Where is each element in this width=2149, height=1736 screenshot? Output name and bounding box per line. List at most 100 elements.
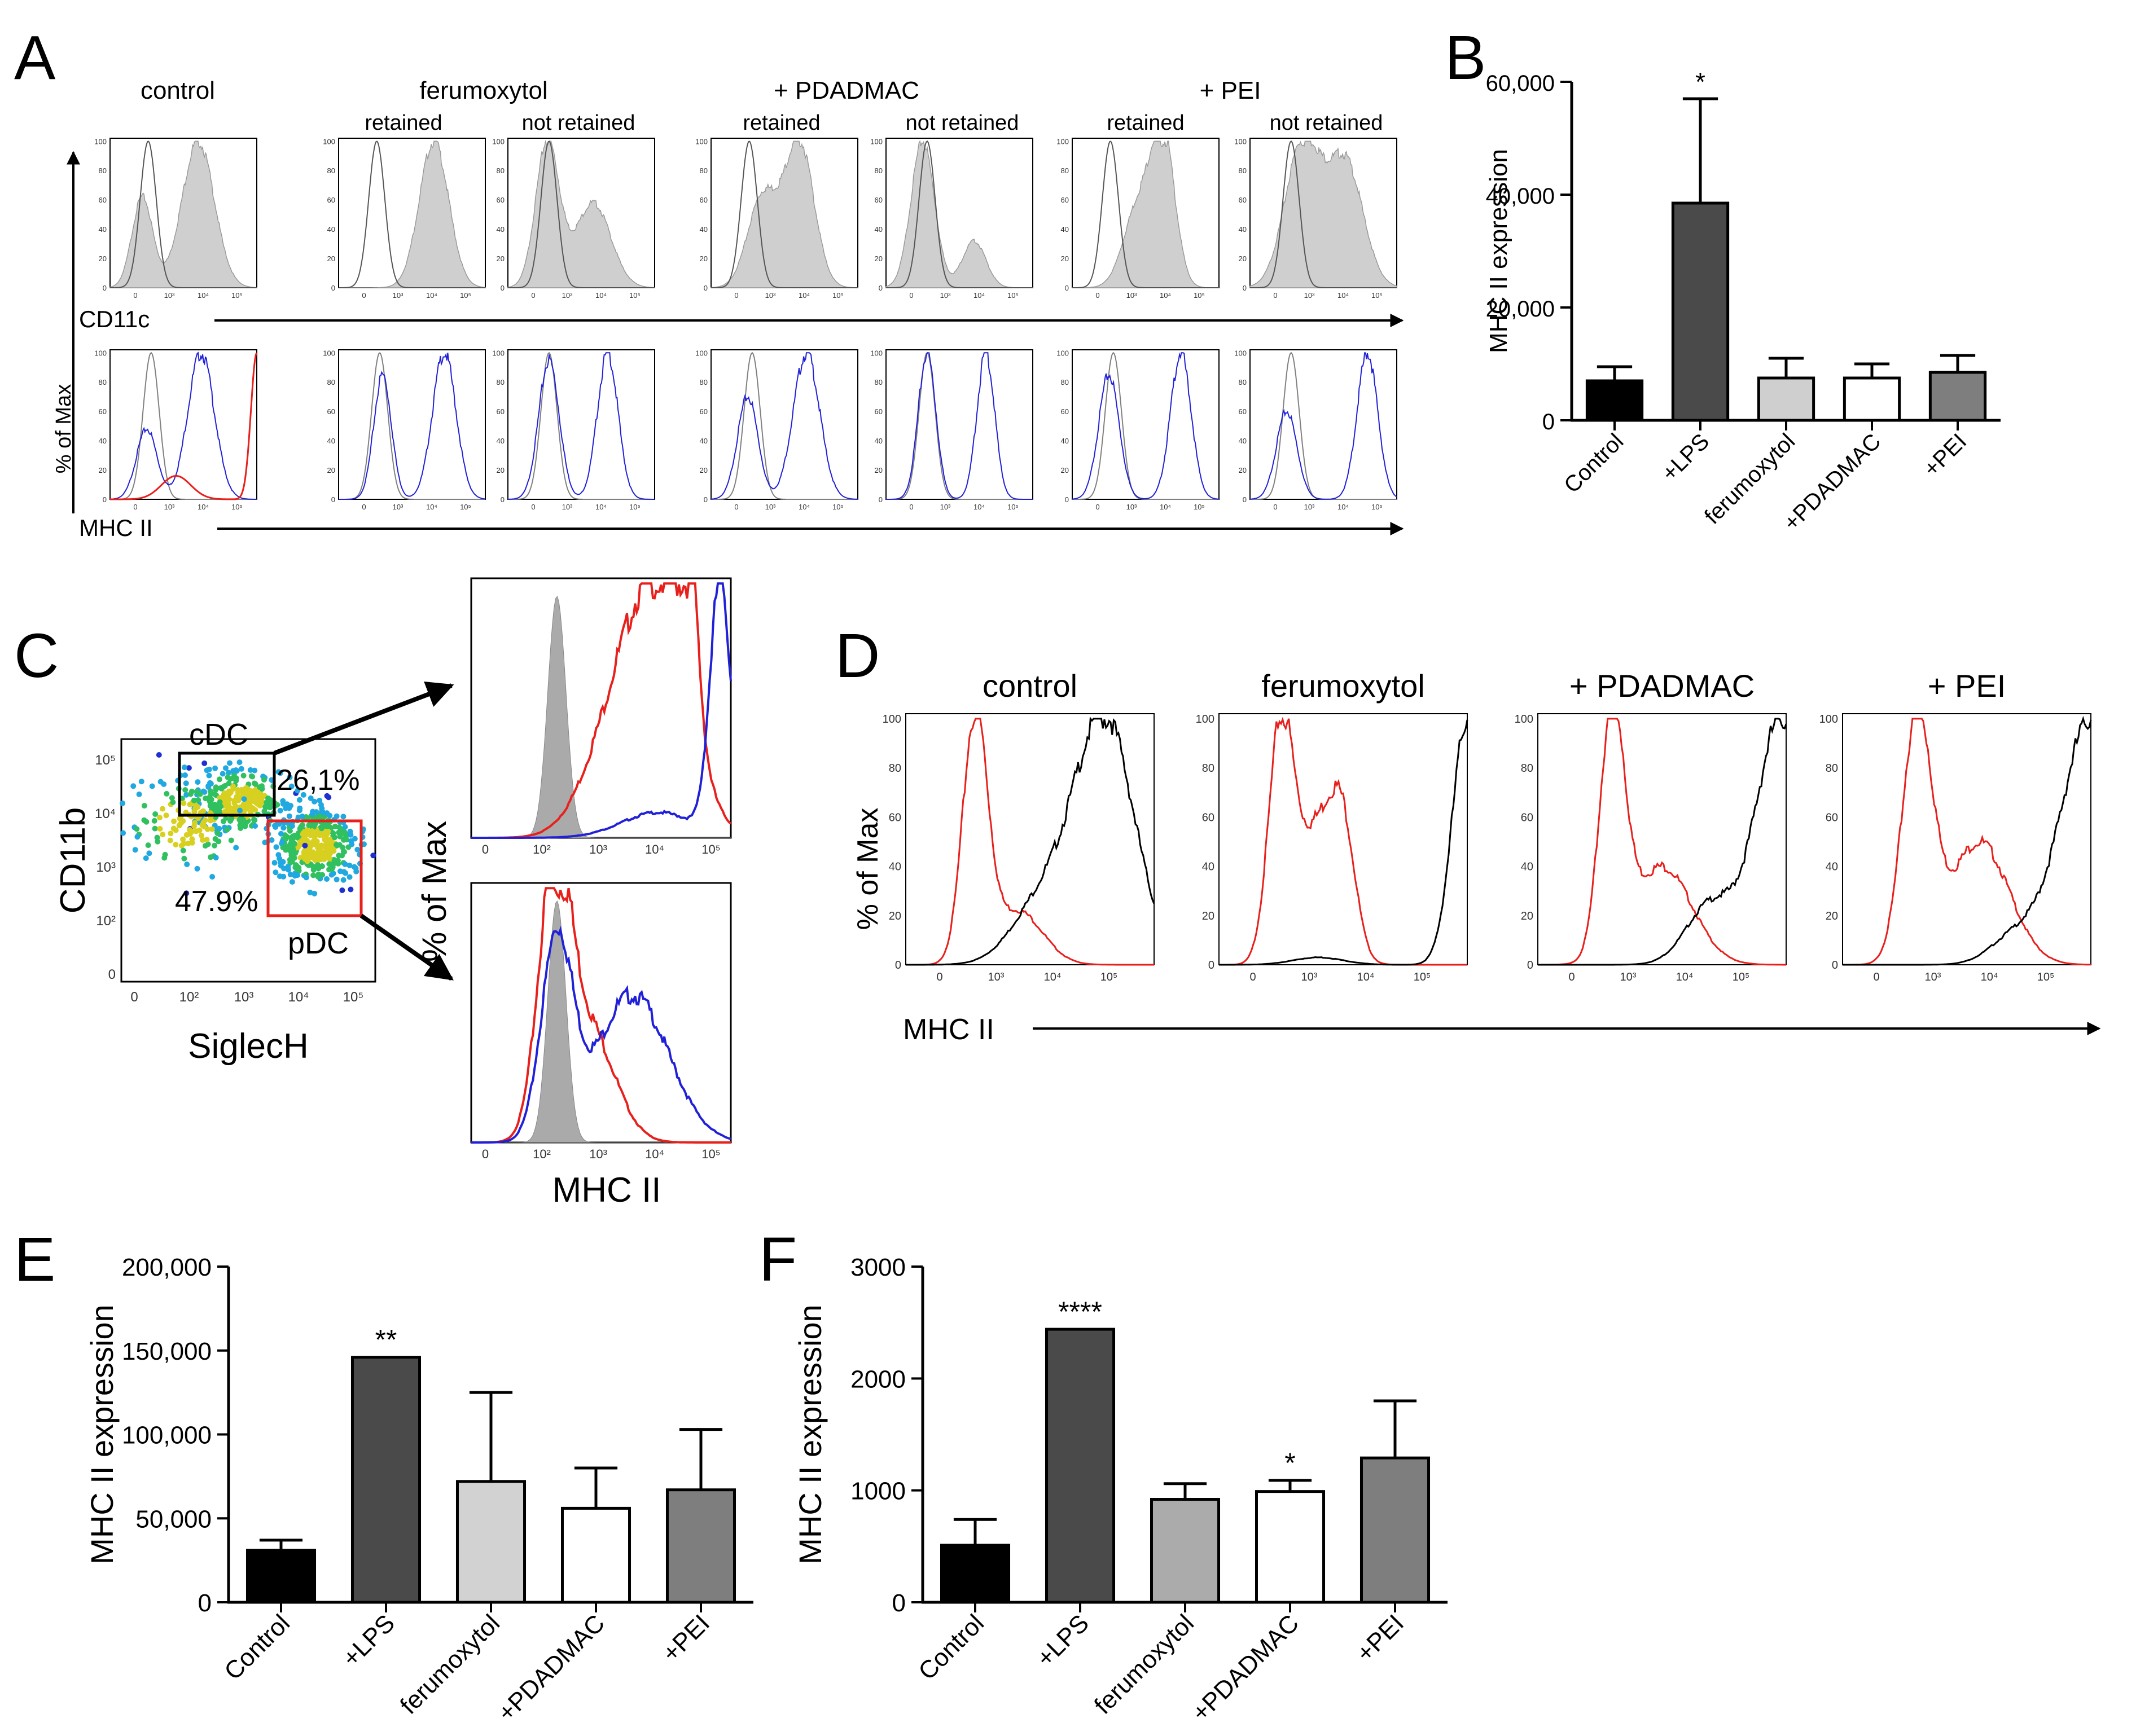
a-y-tick-label: 100 [1234,137,1247,146]
e-y-label: MHC II expression [84,1304,120,1564]
a-x-tick-label: 10⁵ [1194,503,1205,511]
a-y-tick-label: 40 [99,437,107,445]
e-bar-pdadmac [560,1506,631,1604]
a-title-ferumoxytol: ferumoxytol [419,77,547,104]
c-density-dot [277,770,283,776]
c-density-dot [152,811,159,817]
d-x-tick-label: 0 [1873,971,1879,983]
c-density-dot [336,824,343,830]
c-density-dot [296,807,302,814]
d-hist-frame [1537,713,1787,965]
a-y-tick-label: 100 [94,137,107,146]
c-density-dot [304,838,310,844]
a-hist-mhcii-6: 0 20 40 60 80 100 0 10³ 10⁴ 10⁵ [1234,349,1397,511]
f-x-tick-label: +PDADMAC [1187,1609,1304,1726]
a-y-tick-label: 80 [497,166,505,175]
c-hist-x-tick-label: 0 [482,1147,489,1161]
c-density-dot [223,765,229,771]
a-x-tick-label: 10⁴ [1337,291,1349,300]
c-density-dot [319,863,325,869]
f-y-tick-label: 3000 [850,1254,906,1281]
a-x-tick-label: 10³ [1126,291,1137,300]
a-hist-frame [1072,349,1220,500]
f-x-tick-label: +LPS [1031,1609,1094,1672]
c-density-dot [178,820,184,827]
f-bar-control [940,1544,1011,1604]
a-y-tick-label: 80 [1061,378,1069,386]
c-density-dot [202,843,208,849]
c-density-dot [220,771,226,777]
d-x-label: MHC II [903,1013,994,1046]
a-y-tick-label: 80 [700,166,708,175]
a-x-tick-label: 0 [133,291,137,300]
c-density-dot [238,825,244,831]
a-y-tick-label: 20 [497,466,505,474]
c-density-dot [307,852,313,858]
d-y-tick-label: 20 [1521,910,1533,922]
c-density-dot [353,868,359,874]
c-density-dot [214,830,221,836]
c-density-dot [312,822,318,828]
a-y-tick-label: 20 [1061,466,1069,474]
c-density-dot [319,805,325,811]
a-hist-mhcii-0: 0 20 40 60 80 100 0 10³ 10⁴ 10⁵ [94,349,258,511]
c-density-dot [227,760,233,766]
d-y-tick-label: 20 [1826,910,1838,922]
c-density-dot [315,874,321,880]
a-y-tick-label: 80 [497,378,505,386]
a-x-tick-label: 10⁵ [460,503,471,511]
c-dot-x-tick-label: 10⁵ [343,990,364,1005]
d-x-tick-label: 10⁵ [2037,971,2055,983]
c-density-dot [252,823,258,829]
a-y-tick-label: 80 [700,378,708,386]
d-hist-black-line [1538,718,1787,966]
a-y-tick-label: 20 [875,466,883,474]
c-density-dot [321,856,327,862]
c-density-dot [233,803,239,810]
d-x-tick-label: 10⁴ [1676,971,1694,983]
a-y-tick-label: 80 [1061,166,1069,175]
c-density-dot [120,830,126,836]
a-y-tick-label: 20 [1061,254,1069,263]
a-hist-isotype-line [110,140,257,288]
c-density-dot [209,826,215,832]
c-density-dot [226,780,232,786]
c-density-dot [348,886,354,893]
c-density-dot [248,809,254,815]
d-y-tick-label: 80 [1826,762,1838,775]
a-x-tick-label: 10³ [940,503,951,511]
c-density-dot [203,796,209,802]
d-y-tick-label: 40 [889,861,901,873]
c-density-dot [212,842,218,849]
a-y-tick-label: 80 [327,166,335,175]
a-sub-not-retained-3: not retained [1270,111,1383,135]
c-dot-y-tick-label: 0 [108,967,116,982]
e-y-tick-label: 50,000 [135,1505,212,1533]
c-density-dot [245,786,251,792]
d-x-tick-label: 10⁴ [1357,971,1375,983]
c-density-dot [322,829,328,835]
a-y-tick-label: 20 [700,254,708,263]
a-cd11c-row: 0 20 40 60 80 100 0 10³ 10⁴ 10⁵ 0 20 40 60 80 100 0 10³ 10… [94,137,1397,300]
c-density-dot [280,845,286,851]
a-y-tick-label: 20 [99,466,107,474]
c-density-dot [170,799,176,805]
a-y-tick-label: 100 [323,137,335,146]
d-y-tick-label: 100 [1196,713,1214,726]
c-density-dot [290,833,296,840]
c-hist-x-tick-label: 10⁴ [645,842,664,856]
d-x-tick-label: 10³ [1620,971,1637,983]
c-density-dot [143,855,149,862]
f-y-tick-label: 1000 [850,1478,906,1505]
a-sub-not-retained-2: not retained [906,111,1019,135]
a-y-tick-label: 80 [99,166,107,175]
c-dot-y-tick-label: 10² [96,913,116,929]
a-x-tick-label: 0 [362,291,366,300]
f-y-tick-label: 0 [892,1589,906,1617]
c-density-dot [252,767,258,773]
d-x-tick-label: 10⁴ [1981,971,1998,983]
c-gate-label-cdc: cDC [189,718,248,751]
c-density-dot [208,818,214,824]
a-y-tick-label: 60 [700,407,708,416]
a-hist-frame [109,349,257,500]
